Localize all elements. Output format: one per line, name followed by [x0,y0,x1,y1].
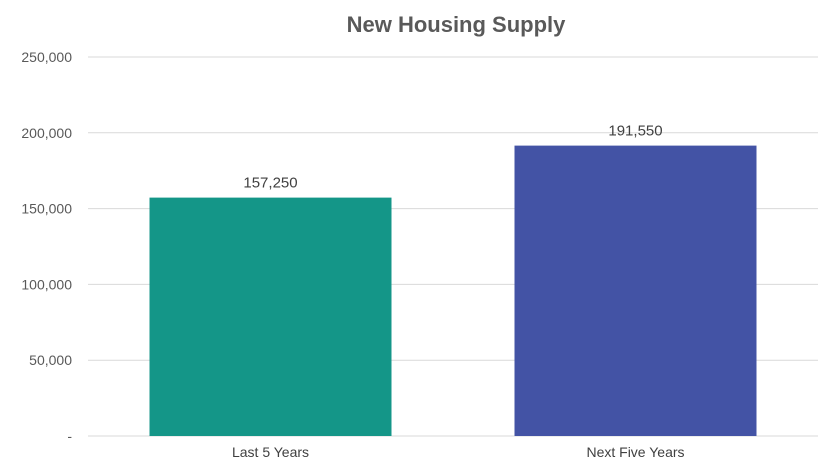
x-tick-label: Last 5 Years [232,444,309,460]
y-tick-label: 250,000 [21,49,72,65]
data-label: 191,550 [608,123,662,140]
y-tick-label: 50,000 [29,352,72,368]
bar [149,197,392,436]
data-label: 157,250 [243,175,297,192]
x-tick-label: Next Five Years [586,444,684,460]
bar [514,145,757,436]
y-tick-label: - [67,428,72,444]
chart-title: New Housing Supply [346,12,566,37]
y-tick-label: 200,000 [21,125,72,141]
y-tick-label: 150,000 [21,201,72,217]
y-tick-label: 100,000 [21,276,72,292]
